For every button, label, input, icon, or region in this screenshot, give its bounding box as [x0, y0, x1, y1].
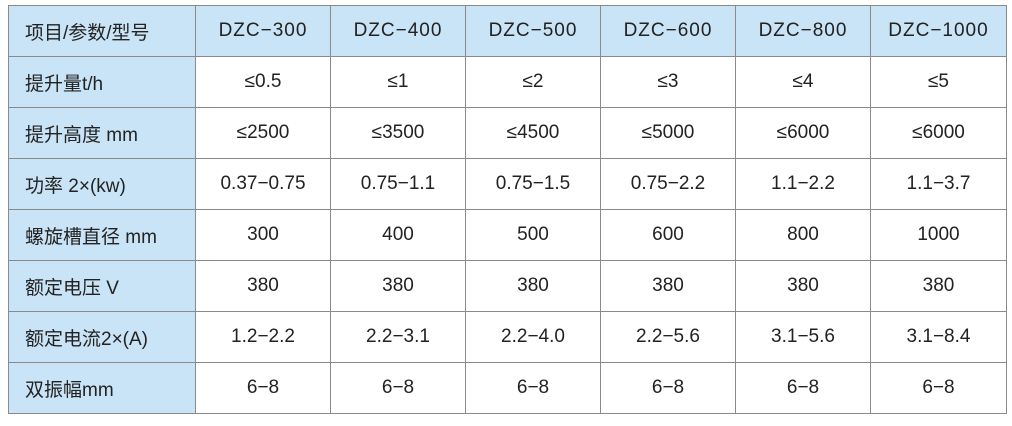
table-cell: ≤2500: [195, 107, 331, 159]
table-cell: 3.1−5.6: [735, 311, 871, 363]
table-cell: 0.75−1.1: [330, 158, 466, 210]
table-cell: 1.1−3.7: [870, 158, 1007, 210]
table-cell: 6−8: [735, 362, 871, 414]
table-cell: 380: [330, 260, 466, 312]
table-row: 额定电流2×(A) 1.2−2.2 2.2−3.1 2.2−4.0 2.2−5.…: [8, 311, 1007, 363]
row-label: 额定电流2×(A): [8, 311, 196, 363]
row-label: 提升量t/h: [8, 56, 196, 108]
table-cell: ≤6000: [735, 107, 871, 159]
table-cell: ≤0.5: [195, 56, 331, 108]
table-cell: ≤6000: [870, 107, 1007, 159]
table-row: 功率 2×(kw) 0.37−0.75 0.75−1.1 0.75−1.5 0.…: [8, 158, 1007, 210]
row-label: 功率 2×(kw): [8, 158, 196, 210]
table-cell: 3.1−8.4: [870, 311, 1007, 363]
model-header: DZC−1000: [870, 5, 1007, 57]
table-cell: 1.2−2.2: [195, 311, 331, 363]
model-header: DZC−400: [330, 5, 466, 57]
spec-table: 项目/参数/型号 DZC−300 DZC−400 DZC−500 DZC−600…: [8, 5, 1007, 414]
table-cell: ≤3: [600, 56, 736, 108]
table-cell: 380: [600, 260, 736, 312]
table-cell: 800: [735, 209, 871, 261]
table-cell: 2.2−5.6: [600, 311, 736, 363]
table-cell: 2.2−4.0: [465, 311, 601, 363]
table-cell: 6−8: [465, 362, 601, 414]
table-cell: ≤5000: [600, 107, 736, 159]
model-header: DZC−300: [195, 5, 331, 57]
table-cell: 6−8: [330, 362, 466, 414]
table-row: 螺旋槽直径 mm 300 400 500 600 800 1000: [8, 209, 1007, 261]
table-cell: ≤5: [870, 56, 1007, 108]
table-cell: ≤3500: [330, 107, 466, 159]
table-cell: ≤1: [330, 56, 466, 108]
table-cell: 1000: [870, 209, 1007, 261]
table-cell: 2.2−3.1: [330, 311, 466, 363]
table-row: 提升量t/h ≤0.5 ≤1 ≤2 ≤3 ≤4 ≤5: [8, 56, 1007, 108]
table-cell: ≤4500: [465, 107, 601, 159]
table-cell: 0.37−0.75: [195, 158, 331, 210]
table-row: 额定电压 V 380 380 380 380 380 380: [8, 260, 1007, 312]
table-cell: 380: [735, 260, 871, 312]
table-cell: 600: [600, 209, 736, 261]
table-row: 双振幅mm 6−8 6−8 6−8 6−8 6−8 6−8: [8, 362, 1007, 414]
table-cell: 6−8: [195, 362, 331, 414]
table-row: 提升高度 mm ≤2500 ≤3500 ≤4500 ≤5000 ≤6000 ≤6…: [8, 107, 1007, 159]
table-cell: 1.1−2.2: [735, 158, 871, 210]
table-cell: 500: [465, 209, 601, 261]
row-label: 螺旋槽直径 mm: [8, 209, 196, 261]
header-row: 项目/参数/型号 DZC−300 DZC−400 DZC−500 DZC−600…: [8, 5, 1007, 57]
model-header: DZC−500: [465, 5, 601, 57]
table-cell: 0.75−2.2: [600, 158, 736, 210]
row-label: 双振幅mm: [8, 362, 196, 414]
row-label: 提升高度 mm: [8, 107, 196, 159]
table-cell: 380: [195, 260, 331, 312]
table-cell: 0.75−1.5: [465, 158, 601, 210]
table-cell: ≤4: [735, 56, 871, 108]
model-header: DZC−600: [600, 5, 736, 57]
table-cell: 300: [195, 209, 331, 261]
corner-header: 项目/参数/型号: [8, 5, 196, 57]
table-cell: 380: [870, 260, 1007, 312]
table-cell: 6−8: [600, 362, 736, 414]
table-cell: 6−8: [870, 362, 1007, 414]
model-header: DZC−800: [735, 5, 871, 57]
table-cell: 400: [330, 209, 466, 261]
table-cell: ≤2: [465, 56, 601, 108]
row-label: 额定电压 V: [8, 260, 196, 312]
table-cell: 380: [465, 260, 601, 312]
